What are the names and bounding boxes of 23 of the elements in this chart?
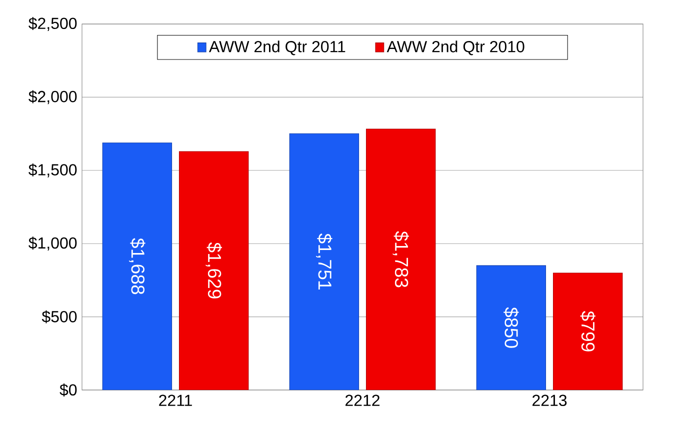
x-tick-label: 2212 — [346, 394, 380, 406]
x-tick-label: 2213 — [532, 394, 567, 406]
legend-label: AWW 2nd Qtr 2011 — [208, 40, 346, 56]
y-tick-label: $2,500 — [28, 17, 77, 31]
y-tick-label: $2,000 — [28, 90, 77, 104]
data-label: $850 — [504, 307, 519, 348]
y-tick-label: $500 — [42, 310, 77, 324]
data-label: $1,783 — [392, 231, 409, 288]
y-tick-label: $1,000 — [28, 236, 77, 251]
bar — [476, 265, 546, 390]
x-tick-label: 2211 — [159, 394, 192, 406]
y-tick-label: $1,500 — [28, 163, 77, 178]
data-label: $1,751 — [316, 233, 332, 290]
data-label: $1,688 — [129, 238, 146, 294]
data-label: $1,629 — [206, 242, 222, 298]
bar — [102, 142, 172, 390]
y-tick-label: $0 — [60, 384, 77, 396]
legend-label: AWW 2nd Qtr 2010 — [386, 40, 524, 56]
bar — [289, 133, 360, 390]
data-label: $799 — [580, 310, 596, 352]
bar — [366, 128, 436, 390]
bar — [178, 151, 249, 390]
bar — [552, 272, 623, 390]
